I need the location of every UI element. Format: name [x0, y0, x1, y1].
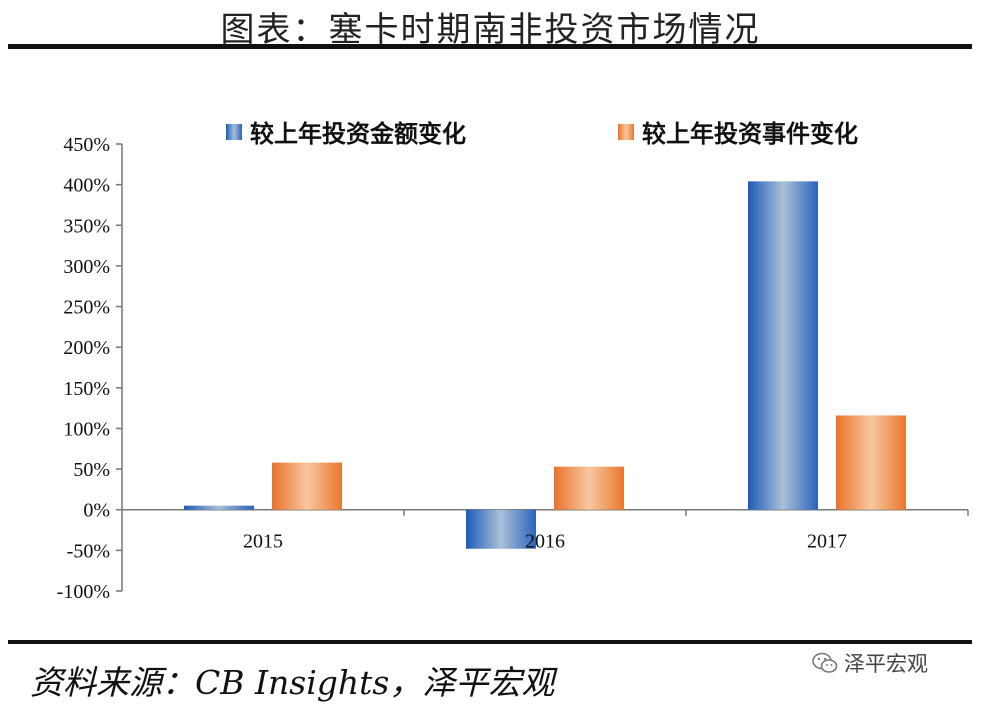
y-tick-label: 400% [63, 175, 110, 197]
x-category-label: 2017 [807, 531, 847, 553]
y-tick-label: 0% [83, 500, 110, 522]
y-tick-label: 150% [63, 378, 110, 400]
bottom-rule [8, 640, 972, 644]
y-tick-label: 50% [73, 459, 110, 481]
bar-amount-2016 [466, 509, 536, 549]
y-tick-label: 300% [63, 256, 110, 278]
y-tick-label: -100% [57, 581, 110, 603]
legend-label-events: 较上年投资事件变化 [642, 120, 858, 148]
watermark: 泽平宏观 [812, 648, 928, 678]
y-tick-label: -50% [67, 540, 110, 562]
legend: 较上年投资金额变化 较上年投资事件变化 [226, 120, 858, 148]
x-category-label: 2015 [243, 531, 283, 553]
top-rule [8, 44, 972, 49]
y-tick-label: 250% [63, 297, 110, 319]
axes: -100% -50% 0% 50% 100% 150% 200% 250% 300% 350% 40… [57, 134, 969, 603]
wechat-icon [812, 652, 838, 673]
source-note: 资料来源：CB Insights，泽平宏观 [30, 663, 555, 702]
bars: 2015 2016 2017 [184, 181, 906, 553]
y-tick-label: 200% [63, 337, 110, 359]
bar-amount-2015 [184, 505, 254, 510]
y-tick-label: 450% [63, 134, 110, 156]
y-tick-label: 100% [63, 418, 110, 440]
bar-events-2015 [272, 462, 342, 510]
bar-events-2017 [836, 415, 906, 510]
bar-amount-2017 [748, 181, 818, 510]
bar-chart: 较上年投资金额变化 较上年投资事件变化 -100% -50% 0% 50% 100% 15… [57, 120, 969, 603]
bar-events-2016 [554, 466, 624, 510]
x-category-label: 2016 [525, 531, 565, 553]
legend-swatch-amount [226, 124, 242, 140]
legend-label-amount: 较上年投资金额变化 [250, 120, 466, 148]
page-title: 图表：塞卡时期南非投资市场情况 [220, 10, 761, 50]
legend-swatch-events [618, 124, 634, 140]
watermark-text: 泽平宏观 [844, 652, 928, 676]
y-tick-label: 350% [63, 215, 110, 237]
